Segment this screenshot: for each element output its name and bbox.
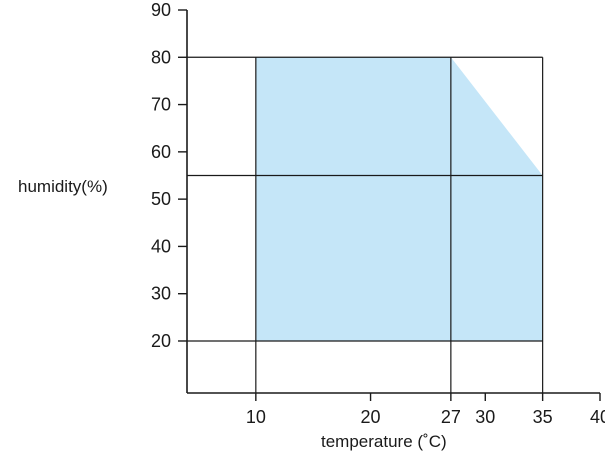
x-axis-label: temperature (˚C) bbox=[321, 432, 447, 451]
y-tick-label: 50 bbox=[151, 189, 171, 209]
x-tick-label: 40 bbox=[590, 407, 605, 427]
comfort-region-area bbox=[255, 57, 543, 342]
axes-layer bbox=[178, 9, 601, 401]
y-tick-label: 90 bbox=[151, 0, 171, 20]
x-tick-label: 35 bbox=[533, 407, 553, 427]
x-tick-label: 10 bbox=[246, 407, 266, 427]
y-tick-label: 40 bbox=[151, 236, 171, 256]
area-layer bbox=[255, 57, 543, 342]
y-axis-label: humidity(%) bbox=[18, 177, 108, 196]
x-tick-label: 30 bbox=[475, 407, 495, 427]
y-tick-label: 20 bbox=[151, 331, 171, 351]
reference-lines-layer bbox=[187, 56, 544, 393]
y-tick-label: 80 bbox=[151, 47, 171, 67]
labels-layer: 20 30 40 50 60 70 80 90 10 20 27 30 35 40 bbox=[151, 0, 605, 427]
y-tick-label: 60 bbox=[151, 142, 171, 162]
y-tick-label: 30 bbox=[151, 284, 171, 304]
x-tick-label: 27 bbox=[441, 407, 461, 427]
x-tick-label: 20 bbox=[361, 407, 381, 427]
y-tick-label: 70 bbox=[151, 95, 171, 115]
